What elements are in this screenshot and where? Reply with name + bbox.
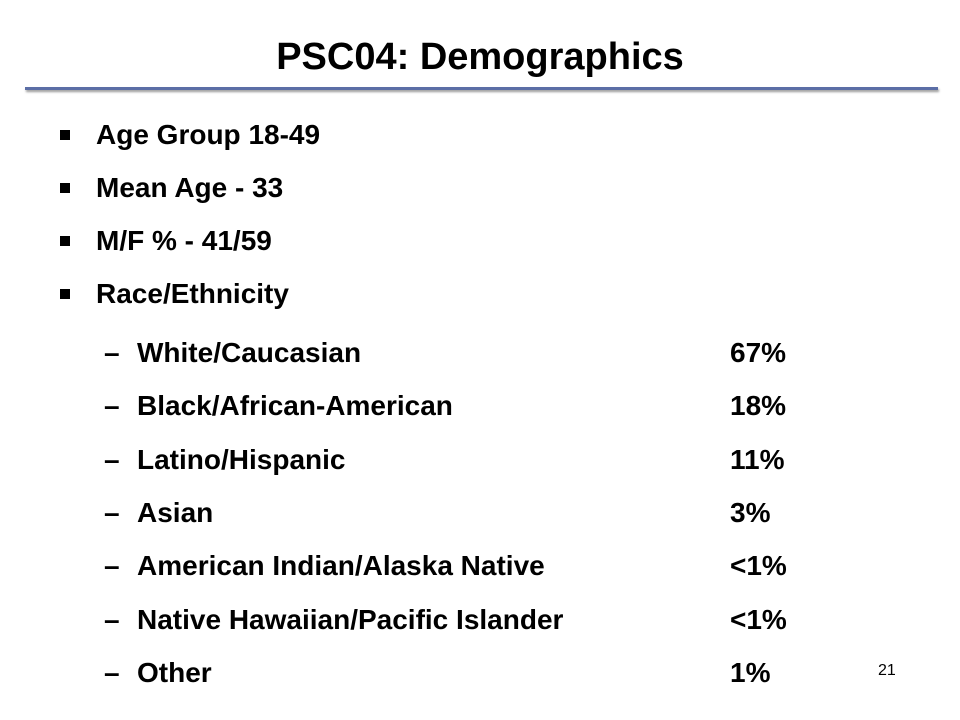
page-number: 21	[878, 662, 896, 679]
race-label: American Indian/Alaska Native	[137, 550, 545, 582]
race-label: Other	[137, 656, 212, 688]
race-label: Latino/Hispanic	[137, 443, 346, 475]
dash-marker: –	[104, 496, 120, 528]
bullet-text: Age Group 18-49	[96, 119, 321, 150]
dash-marker: –	[104, 443, 120, 475]
bullet-marker	[60, 183, 70, 193]
race-label: Native Hawaiian/Pacific Islander	[137, 603, 564, 635]
race-value: 3%	[730, 496, 771, 528]
dash-marker: –	[104, 390, 120, 422]
race-value: 11%	[730, 443, 785, 475]
race-label: Black/African-American	[137, 390, 453, 422]
race-value: 1%	[730, 656, 771, 688]
dash-marker: –	[104, 337, 120, 368]
bullet-marker	[60, 236, 70, 246]
dash-marker: –	[104, 603, 120, 635]
dash-marker: –	[104, 656, 120, 688]
race-label: White/Caucasian	[137, 337, 362, 368]
title-rule	[25, 87, 938, 90]
race-value: <1%	[730, 550, 787, 582]
bullet-marker	[60, 289, 70, 299]
slide-title: PSC04: Demographics	[276, 36, 684, 78]
bullet-text: Race/Ethnicity	[96, 278, 289, 309]
race-label: Asian	[137, 496, 214, 528]
bullet-text: M/F % - 41/59	[96, 225, 272, 256]
race-value: <1%	[730, 603, 787, 635]
bullet-marker	[60, 130, 70, 140]
race-value: 18%	[730, 390, 787, 422]
bullet-text: Mean Age - 33	[96, 172, 284, 203]
race-value: 67%	[730, 337, 787, 368]
dash-marker: –	[104, 550, 120, 582]
